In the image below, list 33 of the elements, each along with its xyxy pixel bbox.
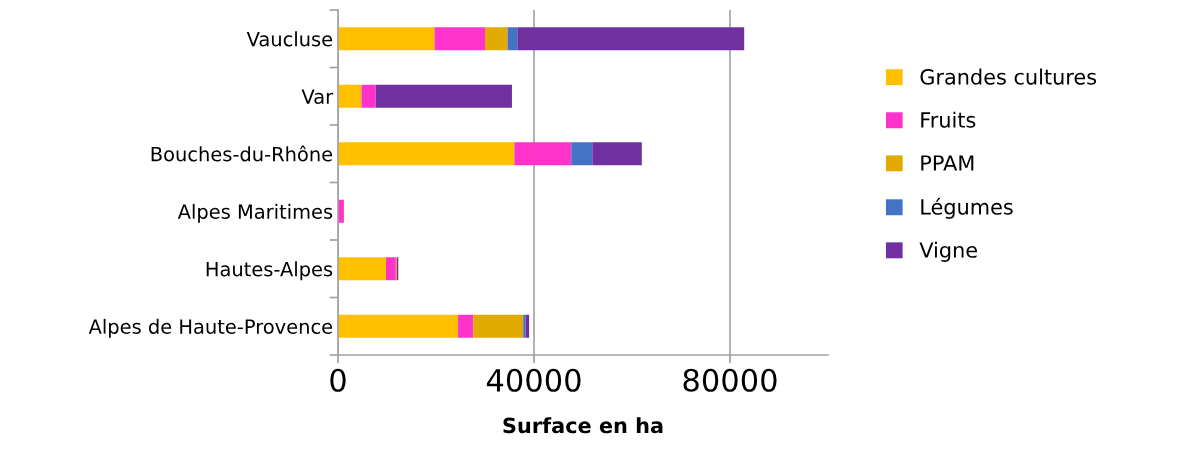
y-tick-label: Alpes Maritimes [177, 203, 333, 223]
bar [361, 84, 376, 108]
bar [517, 27, 745, 51]
bar [507, 27, 518, 51]
bar [434, 27, 485, 51]
bar [592, 142, 642, 166]
y-tick-label: Vaucluse [246, 31, 333, 47]
bar [485, 27, 508, 51]
bar [386, 257, 396, 281]
bar [473, 314, 524, 338]
x-tick-label: 80000 [683, 368, 777, 392]
bar [338, 142, 515, 166]
legend-label: Fruits [921, 111, 976, 128]
bar [338, 27, 435, 51]
bar [338, 257, 387, 281]
legend-label: PPAM [921, 155, 974, 171]
bar [458, 314, 474, 338]
legend-label: Vigne [919, 241, 977, 262]
bar [375, 84, 512, 108]
legend-label: Grandes cultures [920, 68, 1097, 85]
x-axis-title: Surface en ha [503, 417, 663, 434]
bar [338, 84, 362, 108]
y-tick-label: Bouches-du-Rhône [151, 145, 333, 162]
y-tick-label: Alpes de Haute-Provence [88, 318, 333, 338]
y-tick-label: Hautes-Alpes [206, 261, 333, 281]
bar [514, 142, 572, 166]
bar [338, 314, 459, 338]
x-tick-label: 40000 [486, 368, 581, 392]
bar [523, 314, 526, 338]
y-tick-label: Var [301, 89, 334, 104]
x-tick-label: 0 [330, 368, 346, 392]
bar [571, 142, 593, 166]
legend-label: Légumes [921, 197, 1013, 219]
